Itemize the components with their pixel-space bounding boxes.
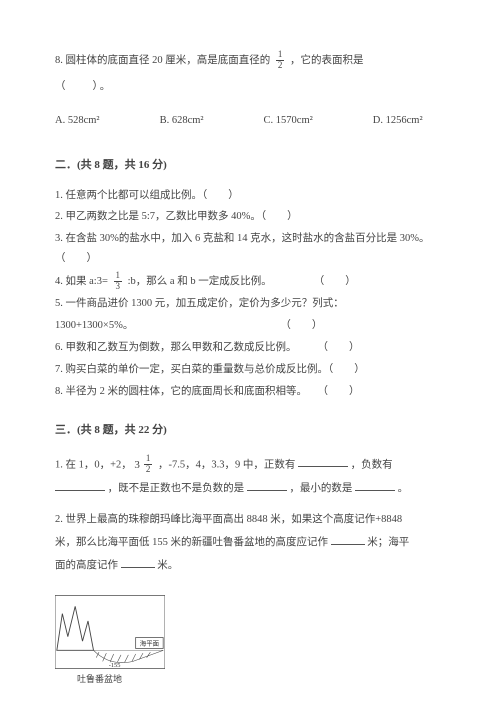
s3-q1: 1. 在 1，0，+2， 3 1 2 ，-7.5，4，3.3，9 中，正数有 ，… [55, 453, 445, 500]
s3-q1-post4: ，最小的数是 [289, 483, 352, 494]
s3-q1-post2: ，负数有 [351, 459, 393, 470]
page: 8. 圆柱体的底面直径 20 厘米，高是底面直径的 1 2 ，它的表面积是 （ … [0, 0, 500, 728]
s2-item-3: 3. 在含盐 30%的盐水中，加入 6 克盐和 14 克水，这时盐水的含盐百分比… [55, 229, 445, 269]
s3-q1-post5: 。 [398, 483, 409, 494]
s2-item-1: 1. 任意两个比都可以组成比例。（ ） [55, 186, 445, 206]
fraction-one-half: 1 2 [276, 50, 285, 71]
q8-stem-pre: 8. 圆柱体的底面直径 20 厘米，高是底面直径的 [55, 55, 270, 66]
s3-q2-l3a: 面的高度记作 [55, 560, 118, 571]
s3-q2-l2a: 米，那么比海平面低 155 米的新疆吐鲁番盆地的高度应记作 [55, 537, 328, 548]
basin-caption: 吐鲁番盆地 [55, 671, 165, 688]
s3-q1-pre: 1. 在 1，0，+2， [55, 459, 132, 470]
blank [121, 558, 155, 568]
q8-paren: （ ）。 [55, 77, 445, 97]
s3-q2-l1: 2. 世界上最高的珠穆朗玛峰比海平面高出 8848 米，如果这个高度记作+884… [55, 514, 402, 525]
s3-q1-post1: ，-7.5，4，3.3，9 中，正数有 [158, 459, 295, 470]
s2-item-2: 2. 甲乙两数之比是 5:7，乙数比甲数多 40%。（ ） [55, 207, 445, 227]
s3-q2-l2b: 米；海平 [367, 537, 409, 548]
choice-c: C. 1570cm² [264, 111, 313, 131]
s3-q1-post3: ，既不是正数也不是负数的是 [108, 483, 245, 494]
s2-item-5a: 5. 一件商品进价 1300 元，加五成定价，定价为多少元？列式： [55, 294, 445, 314]
q8-stem-post: ，它的表面积是 [290, 55, 364, 66]
frac-den: 2 [144, 465, 153, 475]
s2-4-pre: 4. 如果 a:3= [55, 276, 108, 287]
choice-a: A. 528cm² [55, 111, 100, 131]
basin-svg: 海平面 -155 [55, 595, 165, 669]
depth-label: -155 [109, 662, 121, 669]
frac-den: 3 [114, 282, 123, 292]
s2-item-4: 4. 如果 a:3= 1 3 :b，那么 a 和 b 一定成反比例。 （ ） [55, 271, 445, 292]
q8: 8. 圆柱体的底面直径 20 厘米，高是底面直径的 1 2 ，它的表面积是 [55, 50, 445, 71]
choice-d: D. 1256cm² [373, 111, 423, 131]
s2-item-5b: 1300+1300×5%。 （ ） [55, 316, 445, 336]
blank [298, 457, 348, 467]
blank [331, 535, 365, 545]
s2-item-7: 7. 购买白菜的单价一定，买白菜的重量数与总价成反比例。（ ） [55, 360, 445, 380]
mixed-fraction: 3 1 2 [134, 453, 155, 477]
s2-item-8: 8. 半径为 2 米的圆柱体，它的底面周长和底面积相等。 （ ） [55, 382, 445, 402]
blank [355, 480, 395, 490]
frac-den: 2 [276, 61, 285, 71]
s3-q2-l3b: 米。 [157, 560, 178, 571]
section3-title: 三．(共 8 题，共 22 分) [55, 420, 445, 441]
blank [55, 480, 105, 490]
blank [247, 480, 287, 490]
q8-choices: A. 528cm² B. 628cm² C. 1570cm² D. 1256cm… [55, 111, 445, 131]
s2-4-post: :b，那么 a 和 b 一定成反比例。 （ ） [128, 276, 356, 287]
sea-label: 海平面 [140, 639, 160, 648]
choice-b: B. 628cm² [160, 111, 204, 131]
section2-title: 二．(共 8 题，共 16 分) [55, 155, 445, 176]
s3-q2: 2. 世界上最高的珠穆朗玛峰比海平面高出 8848 米，如果这个高度记作+884… [55, 508, 445, 577]
basin-figure: 海平面 -155 吐鲁番盆地 [55, 595, 165, 688]
fraction-one-third: 1 3 [114, 271, 123, 292]
s2-item-6: 6. 甲数和乙数互为倒数，那么甲数和乙数成反比例。 （ ） [55, 338, 445, 358]
mixed-frac: 1 2 [144, 454, 153, 475]
mixed-whole: 3 [134, 453, 140, 477]
